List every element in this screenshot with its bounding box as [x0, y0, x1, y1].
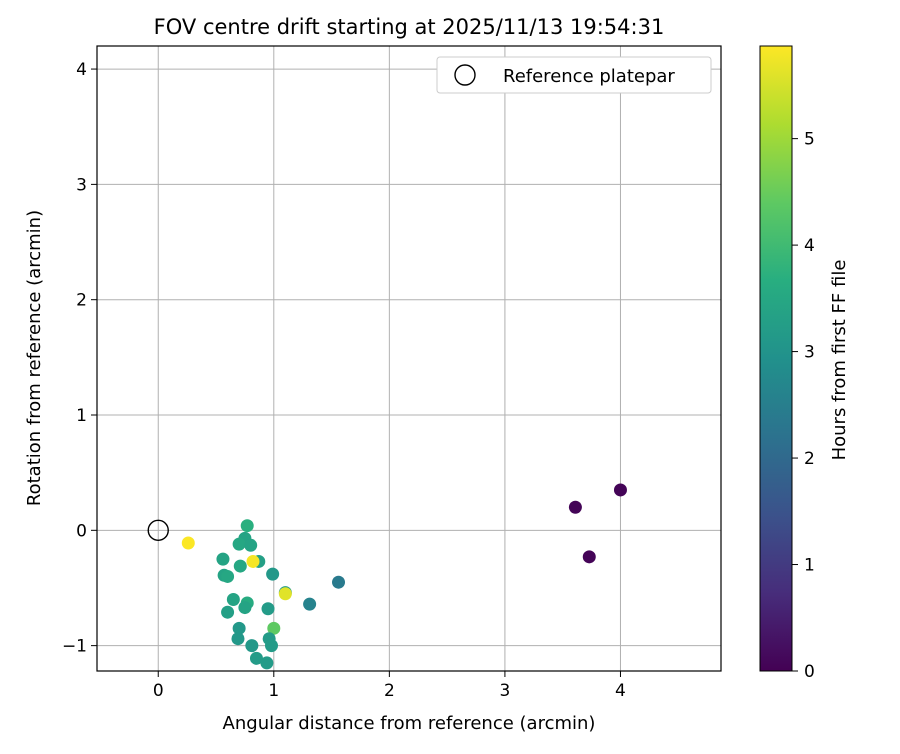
x-tick-label: 1 [268, 681, 279, 701]
y-tick-label: 0 [76, 521, 87, 541]
data-point-13 [221, 569, 235, 583]
grid-lines [97, 46, 721, 671]
data-point-18 [221, 605, 235, 619]
data-point-22 [231, 632, 245, 646]
data-point-27 [260, 656, 274, 670]
x-tick-label: 4 [615, 681, 626, 701]
colorbar-tick-label: 3 [804, 343, 815, 363]
data-point-20 [232, 621, 246, 635]
data-points [181, 483, 627, 670]
data-point-0 [568, 500, 582, 514]
colorbar-tick-label: 4 [804, 236, 815, 256]
data-point-19 [261, 602, 275, 616]
data-point-14 [266, 567, 280, 581]
data-point-25 [264, 639, 278, 653]
data-point-17 [238, 601, 252, 615]
y-axis-ticks: −1 0 1 2 3 4 [62, 60, 97, 657]
data-point-24 [245, 639, 259, 653]
data-point-5 [240, 519, 254, 533]
data-point-8 [244, 538, 258, 552]
data-point-2 [582, 550, 596, 564]
y-axis-label: Rotation from reference (arcmin) [24, 210, 45, 506]
data-point-31 [181, 536, 195, 550]
x-tick-label: 0 [153, 681, 164, 701]
data-point-30 [246, 554, 260, 568]
y-tick-label: 3 [76, 175, 87, 195]
data-point-1 [613, 483, 627, 497]
colorbar-tick-label: 5 [804, 130, 815, 150]
plot-area-frame [96, 45, 722, 672]
colorbar-tick-label: 0 [804, 662, 815, 682]
legend-label: Reference platepar [503, 66, 675, 87]
data-point-3 [332, 575, 346, 589]
data-point-7 [232, 537, 246, 551]
colorbar-tick-label: 1 [804, 556, 815, 576]
colorbar-gradient [759, 45, 793, 672]
x-tick-label: 2 [384, 681, 395, 701]
colorbar-ticks: 0 1 2 3 4 5 [792, 130, 815, 682]
legend-marker [454, 64, 476, 86]
y-tick-label: 1 [76, 406, 87, 426]
data-point-29 [278, 587, 292, 601]
legend-box [436, 56, 712, 94]
chart-title: FOV centre drift starting at 2025/11/13 … [154, 15, 665, 39]
colorbar: 0 1 2 3 4 5 Hours from first FF file [759, 45, 850, 682]
x-axis-ticks: 0 1 2 3 4 [153, 671, 626, 701]
data-point-26 [249, 651, 263, 665]
data-point-9 [216, 552, 230, 566]
x-axis-label: Angular distance from reference (arcmin) [223, 713, 596, 734]
legend: Reference platepar [436, 56, 712, 94]
x-tick-label: 3 [499, 681, 510, 701]
reference-marker [147, 519, 169, 542]
data-point-21 [267, 621, 281, 635]
colorbar-tick-label: 2 [804, 449, 815, 469]
data-point-15 [226, 593, 240, 607]
y-tick-label: −1 [62, 637, 87, 657]
colorbar-label: Hours from first FF file [829, 260, 850, 461]
reference-point [147, 519, 169, 542]
y-tick-label: 2 [76, 291, 87, 311]
data-point-11 [233, 559, 247, 573]
y-tick-label: 4 [76, 60, 87, 80]
data-point-4 [303, 597, 317, 611]
